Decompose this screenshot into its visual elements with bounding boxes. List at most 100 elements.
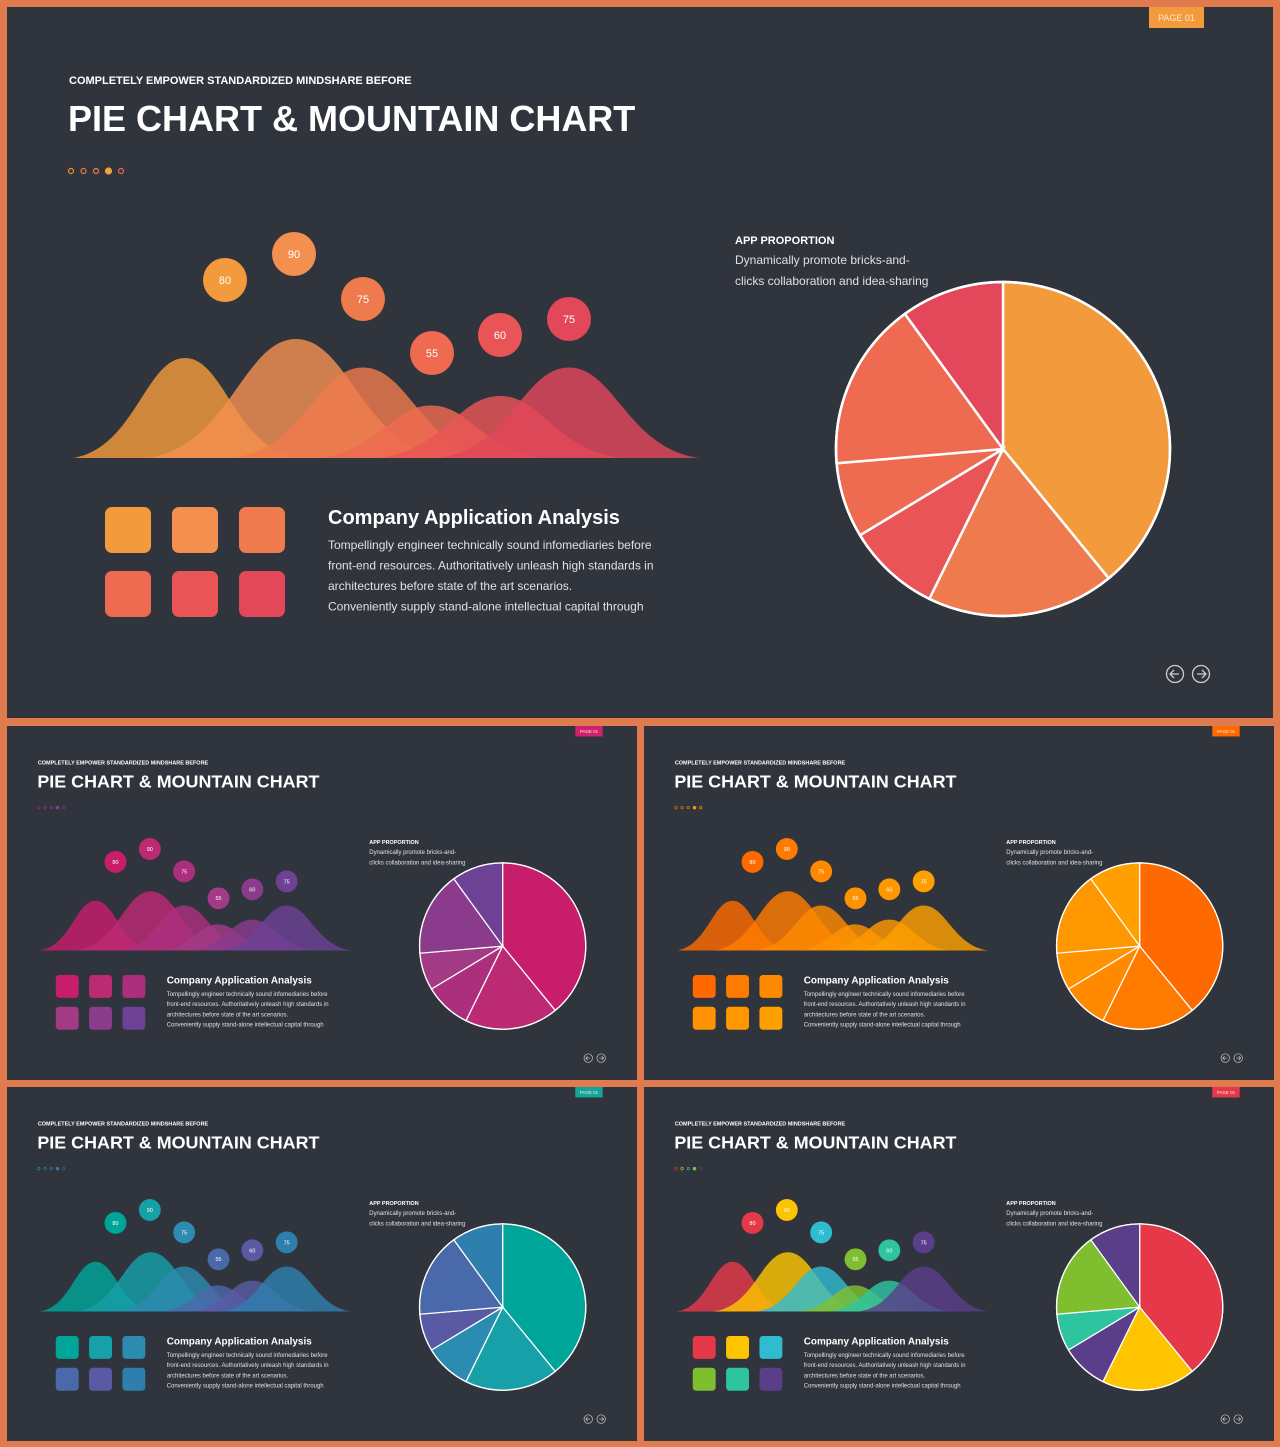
pager-dot[interactable] (692, 1166, 697, 1171)
value-bubble-label: 75 (181, 869, 187, 875)
pager-dot[interactable] (62, 806, 66, 810)
value-bubble-label: 55 (426, 348, 438, 360)
value-bubble: 75 (275, 1231, 298, 1254)
pager-dot[interactable] (117, 167, 125, 175)
value-bubble: 90 (272, 232, 316, 276)
pager-dot[interactable] (55, 1166, 60, 1171)
slide-title: PIE CHART & MOUNTAIN CHART (674, 772, 956, 792)
body-line: front-end resources. Authoritatively unl… (328, 559, 654, 573)
prev-arrow-icon[interactable] (583, 1414, 593, 1424)
slide-main: PAGE 01 COMPLETELY EMPOWER STANDARDIZED M… (7, 7, 1273, 718)
value-bubble-label: 60 (886, 887, 892, 893)
value-bubble: 75 (912, 1231, 935, 1254)
body-line: front-end resources. Authoritatively unl… (804, 1002, 966, 1008)
section-heading: Company Application Analysis (804, 975, 949, 986)
value-bubble-label: 55 (852, 1257, 858, 1263)
pager-dot[interactable] (680, 806, 684, 810)
value-bubble: 55 (844, 887, 867, 910)
color-swatch (759, 1335, 783, 1359)
pager-dot[interactable] (686, 1167, 690, 1171)
slide-canvas: PAGE 01 COMPLETELY EMPOWER STANDARDIZED M… (674, 1087, 1243, 1424)
mountain-peak (221, 905, 352, 951)
mountain-peak (221, 1266, 352, 1312)
color-swatch (172, 571, 218, 617)
slide-title: PIE CHART & MOUNTAIN CHART (674, 1133, 956, 1153)
page-badge: PAGE 01 (1212, 726, 1240, 737)
pie-heading: APP PROPORTION (1006, 840, 1055, 846)
pie-desc-line: Dynamically promote bricks-and- (735, 253, 910, 267)
value-bubble: 55 (207, 887, 230, 910)
body-line: Tompellingly engineer technically sound … (167, 992, 329, 998)
section-heading: Company Application Analysis (167, 975, 312, 986)
value-bubble-label: 60 (249, 1248, 255, 1254)
value-bubble: 75 (912, 870, 935, 893)
prev-arrow-icon[interactable] (1220, 1414, 1230, 1424)
color-swatch (122, 1006, 146, 1030)
pager-dot[interactable] (80, 167, 87, 175)
color-swatch (239, 507, 285, 553)
value-bubble: 75 (810, 1221, 833, 1244)
value-bubble: 60 (878, 878, 901, 901)
pager-dot[interactable] (674, 1167, 678, 1171)
body-line: front-end resources. Authoritatively unl… (167, 1002, 329, 1008)
value-bubble-label: 90 (147, 1208, 153, 1214)
pager-dot[interactable] (699, 806, 703, 810)
pager-dot[interactable] (49, 806, 53, 810)
pager-dot[interactable] (55, 805, 60, 810)
pager-dot[interactable] (43, 806, 47, 810)
pager-dot[interactable] (37, 806, 41, 810)
prev-arrow-icon[interactable] (583, 1053, 593, 1063)
value-bubble: 55 (410, 331, 454, 375)
page-badge: PAGE 01 (1149, 7, 1204, 28)
prev-arrow-icon[interactable] (1220, 1053, 1230, 1063)
value-bubble: 75 (173, 1221, 196, 1244)
pager-dot[interactable] (104, 167, 113, 175)
pager-dot[interactable] (62, 1167, 66, 1171)
slide-magenta: PAGE 01 COMPLETELY EMPOWER STANDARDIZED M… (7, 726, 637, 1080)
section-heading: Company Application Analysis (167, 1336, 312, 1347)
next-arrow-icon[interactable] (596, 1053, 606, 1063)
color-swatch (55, 1006, 79, 1030)
mountain-chart: 80 90 75 55 60 75 (676, 1199, 989, 1312)
color-swatch (726, 1335, 749, 1359)
slide-title: PIE CHART & MOUNTAIN CHART (68, 98, 635, 139)
value-bubble-label: 55 (215, 896, 221, 902)
value-bubble-label: 75 (181, 1230, 187, 1236)
slide-subtitle: COMPLETELY EMPOWER STANDARDIZED MINDSHAR… (675, 760, 846, 766)
value-bubble-label: 80 (112, 1221, 118, 1227)
color-swatch (105, 507, 151, 553)
value-bubble: 90 (775, 838, 798, 860)
next-arrow-icon[interactable] (1233, 1414, 1243, 1424)
color-swatch (105, 571, 151, 617)
body-line: Conveniently supply stand-alone intellec… (167, 1383, 324, 1389)
color-swatch (89, 1367, 112, 1391)
next-arrow-icon[interactable] (1191, 664, 1211, 684)
prev-arrow-icon[interactable] (1165, 664, 1185, 684)
pager-dot[interactable] (686, 806, 690, 810)
pager-dot[interactable] (699, 1167, 703, 1171)
pager-dot[interactable] (37, 1167, 41, 1171)
pager-dot[interactable] (680, 1167, 684, 1171)
value-bubble-label: 60 (249, 887, 255, 893)
pager-dot[interactable] (67, 167, 75, 175)
value-bubble: 60 (478, 313, 522, 357)
pager-dot[interactable] (692, 805, 697, 810)
slide-title: PIE CHART & MOUNTAIN CHART (37, 772, 319, 792)
page-badge: PAGE 01 (575, 1087, 603, 1098)
slide-multicolor: PAGE 01 COMPLETELY EMPOWER STANDARDIZED M… (644, 1087, 1274, 1441)
value-bubble-label: 75 (284, 1240, 290, 1246)
pager-dot[interactable] (49, 1167, 53, 1171)
next-arrow-icon[interactable] (596, 1414, 606, 1424)
pager-dot[interactable] (43, 1167, 47, 1171)
value-bubble: 90 (138, 1199, 161, 1221)
next-arrow-icon[interactable] (1233, 1053, 1243, 1063)
value-bubble-label: 80 (219, 275, 231, 287)
body-line: Conveniently supply stand-alone intellec… (328, 600, 644, 614)
value-bubble-label: 60 (494, 330, 506, 342)
pager-dot[interactable] (92, 167, 100, 175)
value-bubble-label: 55 (215, 1257, 221, 1263)
pager-dot[interactable] (674, 806, 678, 810)
page-badge: PAGE 01 (575, 726, 603, 737)
value-bubble: 90 (138, 838, 161, 860)
pie-desc-line: Dynamically promote bricks-and- (1006, 1211, 1093, 1217)
